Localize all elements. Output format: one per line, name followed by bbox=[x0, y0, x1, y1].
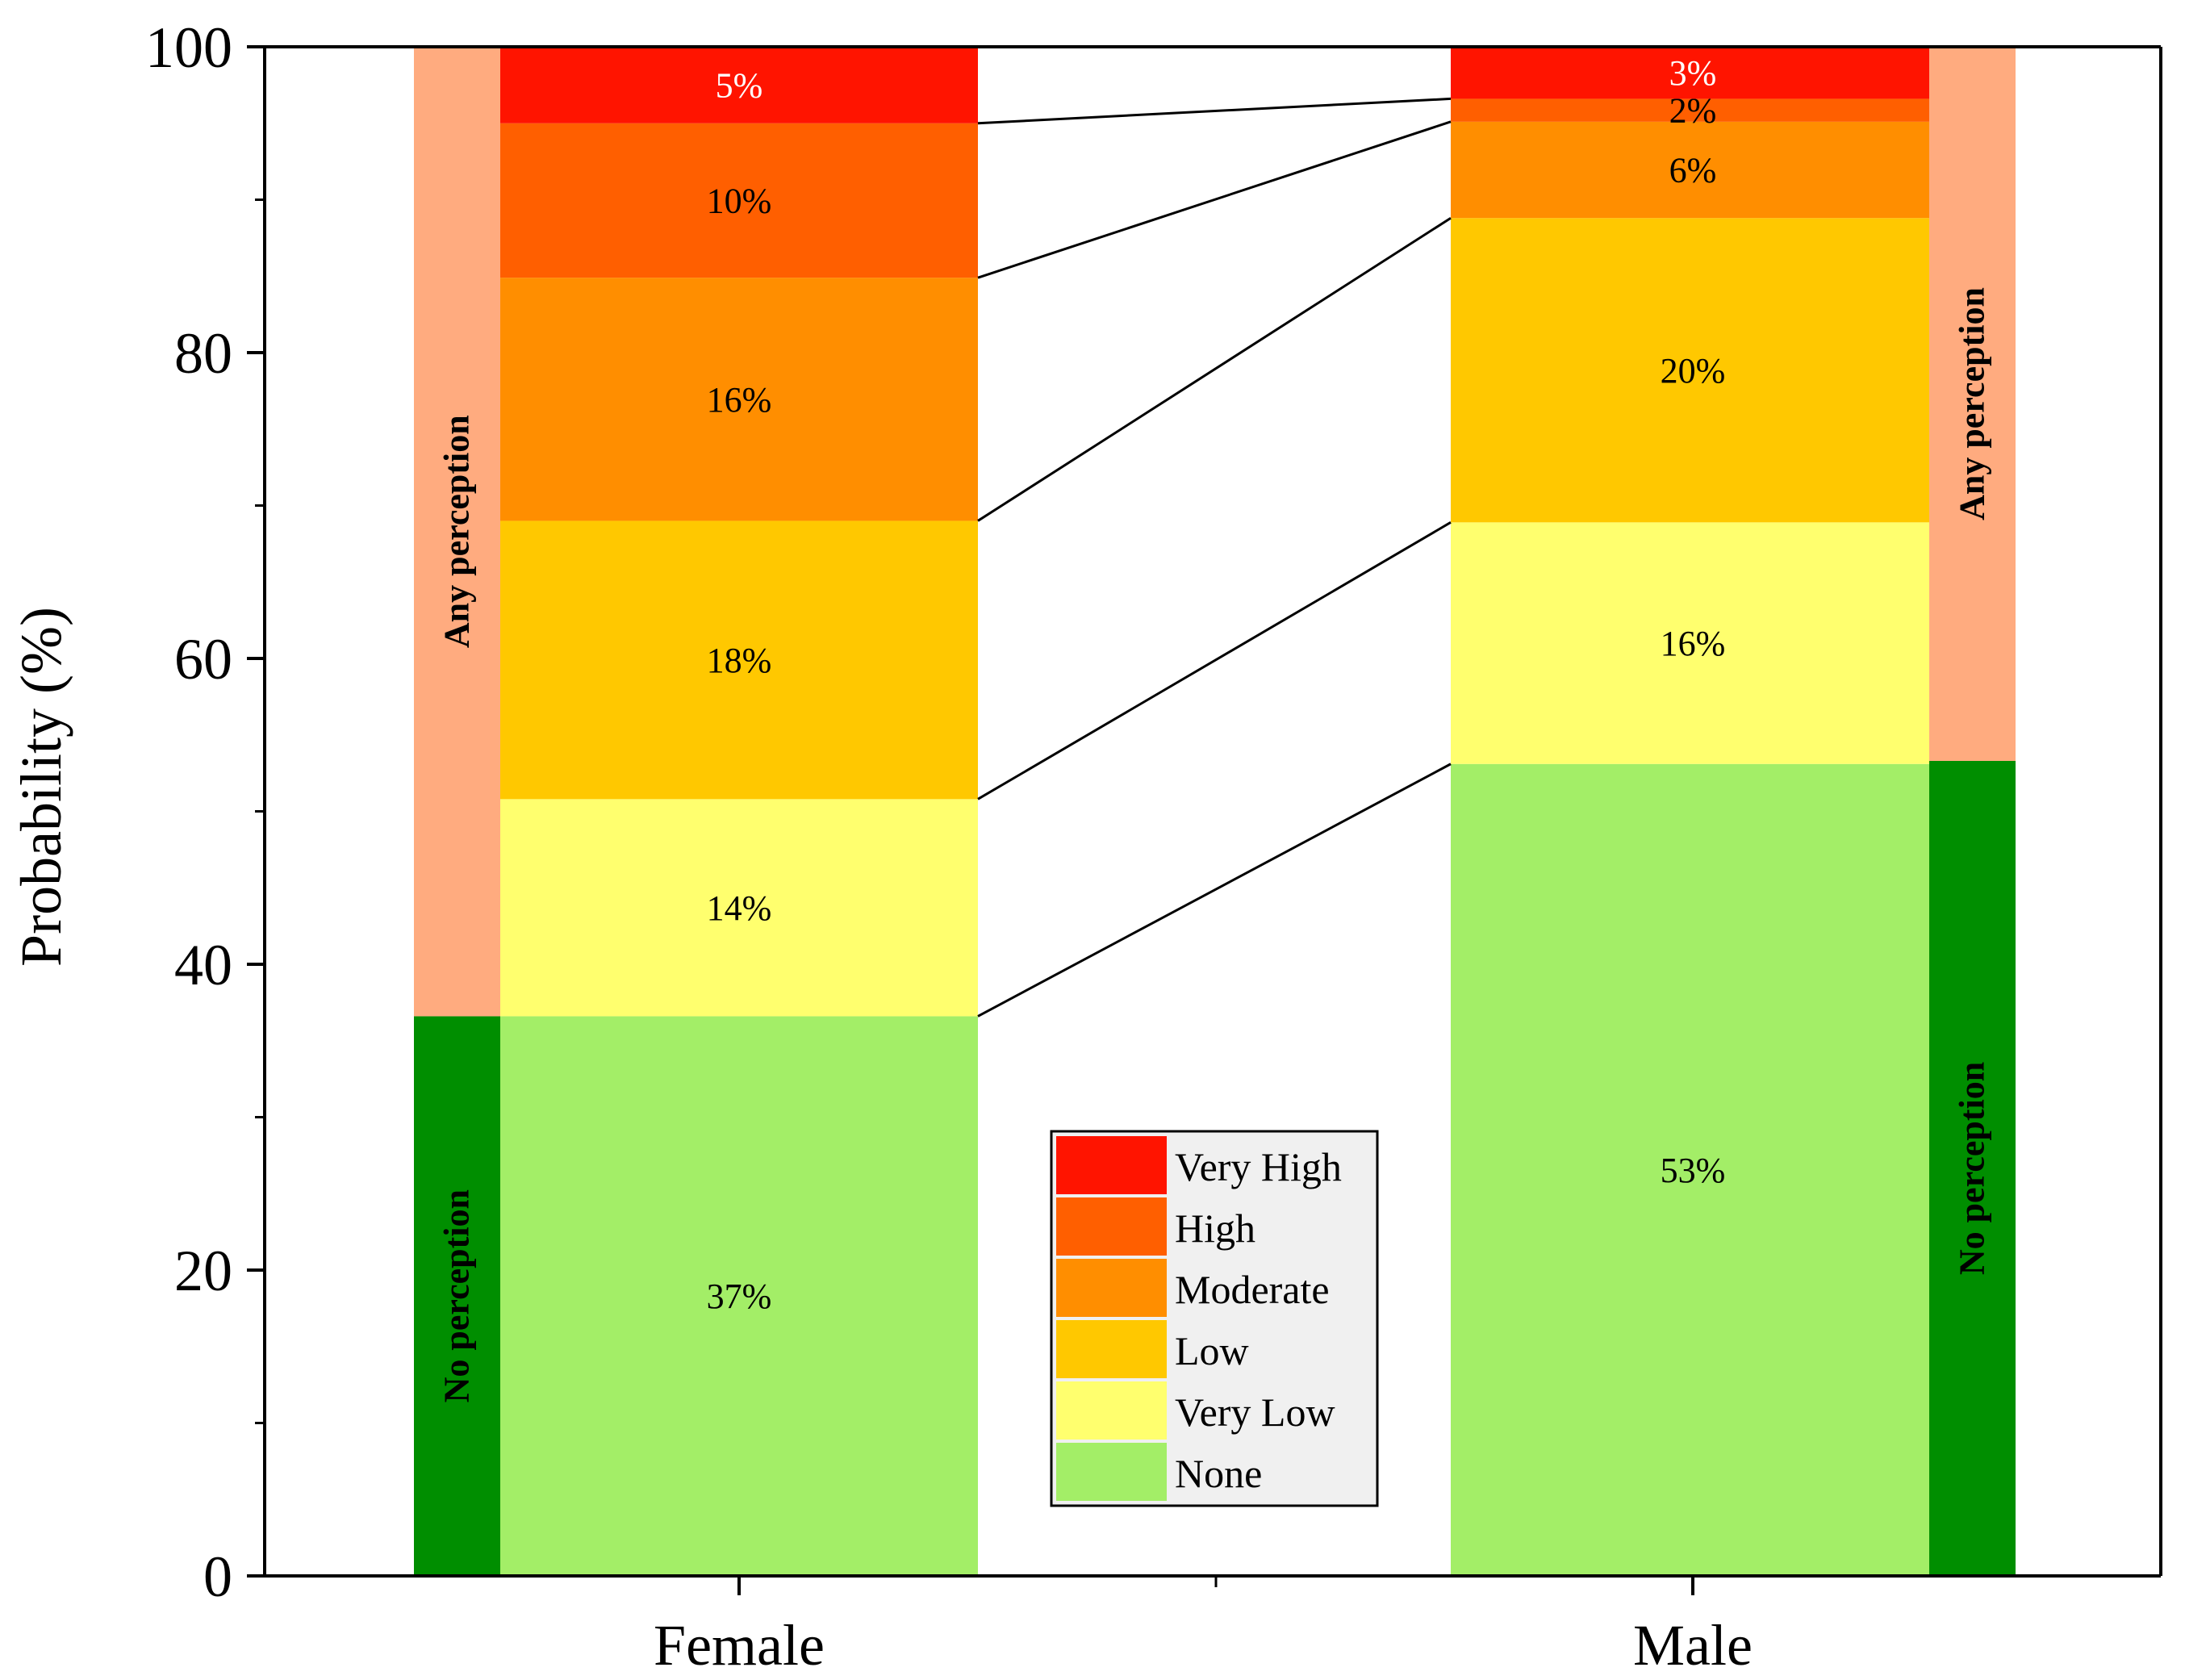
legend-swatch-none bbox=[1056, 1443, 1167, 1501]
legend-swatch-low bbox=[1056, 1320, 1167, 1378]
data-label-female-moderate: 16% bbox=[707, 380, 772, 420]
connector-none bbox=[977, 763, 1452, 1018]
bar-female-very-low bbox=[500, 799, 978, 1017]
axes-layer: 0 20 40 60 80 100 Female Male bbox=[145, 15, 2162, 1678]
data-label-female-very-low: 14% bbox=[707, 888, 772, 928]
legend-swatch-very-low bbox=[1056, 1381, 1167, 1440]
connector-low bbox=[977, 216, 1452, 522]
bar-male-very-high bbox=[1451, 47, 1929, 99]
legend-label-very-high: Very High bbox=[1175, 1144, 1342, 1189]
connectors-layer bbox=[977, 97, 1452, 1018]
legend-swatch-moderate bbox=[1056, 1259, 1167, 1317]
bar-male-very-low bbox=[1451, 522, 1929, 764]
group-label-female-no-perception: No perception bbox=[437, 1189, 477, 1402]
y-tick-label-0: 0 bbox=[203, 1544, 232, 1609]
connector-moderate bbox=[977, 120, 1452, 279]
group-bar-male-any-perception bbox=[1929, 47, 2016, 761]
group-bar-male-no-perception bbox=[1929, 760, 2016, 1576]
data-label-male-low: 20% bbox=[1661, 351, 1726, 391]
y-tick-label-100: 100 bbox=[145, 15, 232, 80]
bar-female-moderate bbox=[500, 278, 978, 521]
bar-female-none bbox=[500, 1016, 978, 1576]
bars-layer: 37%14%18%16%10%5%53%16%20%6%2%3%No perce… bbox=[414, 47, 2016, 1576]
group-label-male-no-perception: No perception bbox=[1953, 1062, 1992, 1275]
legend: Very High High Moderate Low Very Low None bbox=[1050, 1130, 1379, 1507]
bar-male-low bbox=[1451, 218, 1929, 523]
bar-male-none bbox=[1451, 763, 1929, 1576]
legend-label-moderate: Moderate bbox=[1175, 1267, 1330, 1312]
bar-male-high bbox=[1451, 98, 1929, 122]
y-tick-label-80: 80 bbox=[174, 321, 232, 386]
data-label-male-very-high: 3% bbox=[1669, 53, 1717, 93]
connector-high bbox=[977, 97, 1452, 125]
data-label-female-high: 10% bbox=[707, 181, 772, 220]
x-tick-label-male: Male bbox=[1633, 1613, 1753, 1678]
y-tick-label-20: 20 bbox=[174, 1239, 232, 1303]
data-label-male-moderate: 6% bbox=[1669, 151, 1717, 190]
data-label-male-none: 53% bbox=[1661, 1151, 1726, 1190]
data-label-female-very-high: 5% bbox=[716, 65, 763, 105]
data-label-male-very-low: 16% bbox=[1661, 624, 1726, 663]
data-label-female-low: 18% bbox=[707, 641, 772, 680]
connector-very-low bbox=[977, 521, 1452, 800]
legend-swatch-high bbox=[1056, 1197, 1167, 1256]
y-tick-label-60: 60 bbox=[174, 627, 232, 692]
group-bar-female-no-perception bbox=[414, 1016, 500, 1576]
x-tick-label-female: Female bbox=[654, 1613, 825, 1678]
bar-female-high bbox=[500, 123, 978, 278]
data-label-female-none: 37% bbox=[707, 1277, 772, 1316]
group-label-female-any-perception: Any perception bbox=[437, 415, 477, 648]
group-label-male-any-perception: Any perception bbox=[1953, 287, 1992, 520]
bar-female-low bbox=[500, 520, 978, 800]
bar-male-moderate bbox=[1451, 121, 1929, 219]
y-tick-label-40: 40 bbox=[174, 933, 232, 997]
legend-label-low: Low bbox=[1175, 1328, 1249, 1373]
y-axis-title: Probability (%) bbox=[9, 607, 73, 967]
group-bar-female-any-perception bbox=[414, 47, 500, 1017]
legend-swatch-very-high bbox=[1056, 1136, 1167, 1194]
legend-label-very-low: Very Low bbox=[1175, 1390, 1335, 1435]
bar-female-very-high bbox=[500, 47, 978, 123]
legend-label-none: None bbox=[1175, 1451, 1262, 1496]
legend-label-high: High bbox=[1175, 1206, 1255, 1251]
